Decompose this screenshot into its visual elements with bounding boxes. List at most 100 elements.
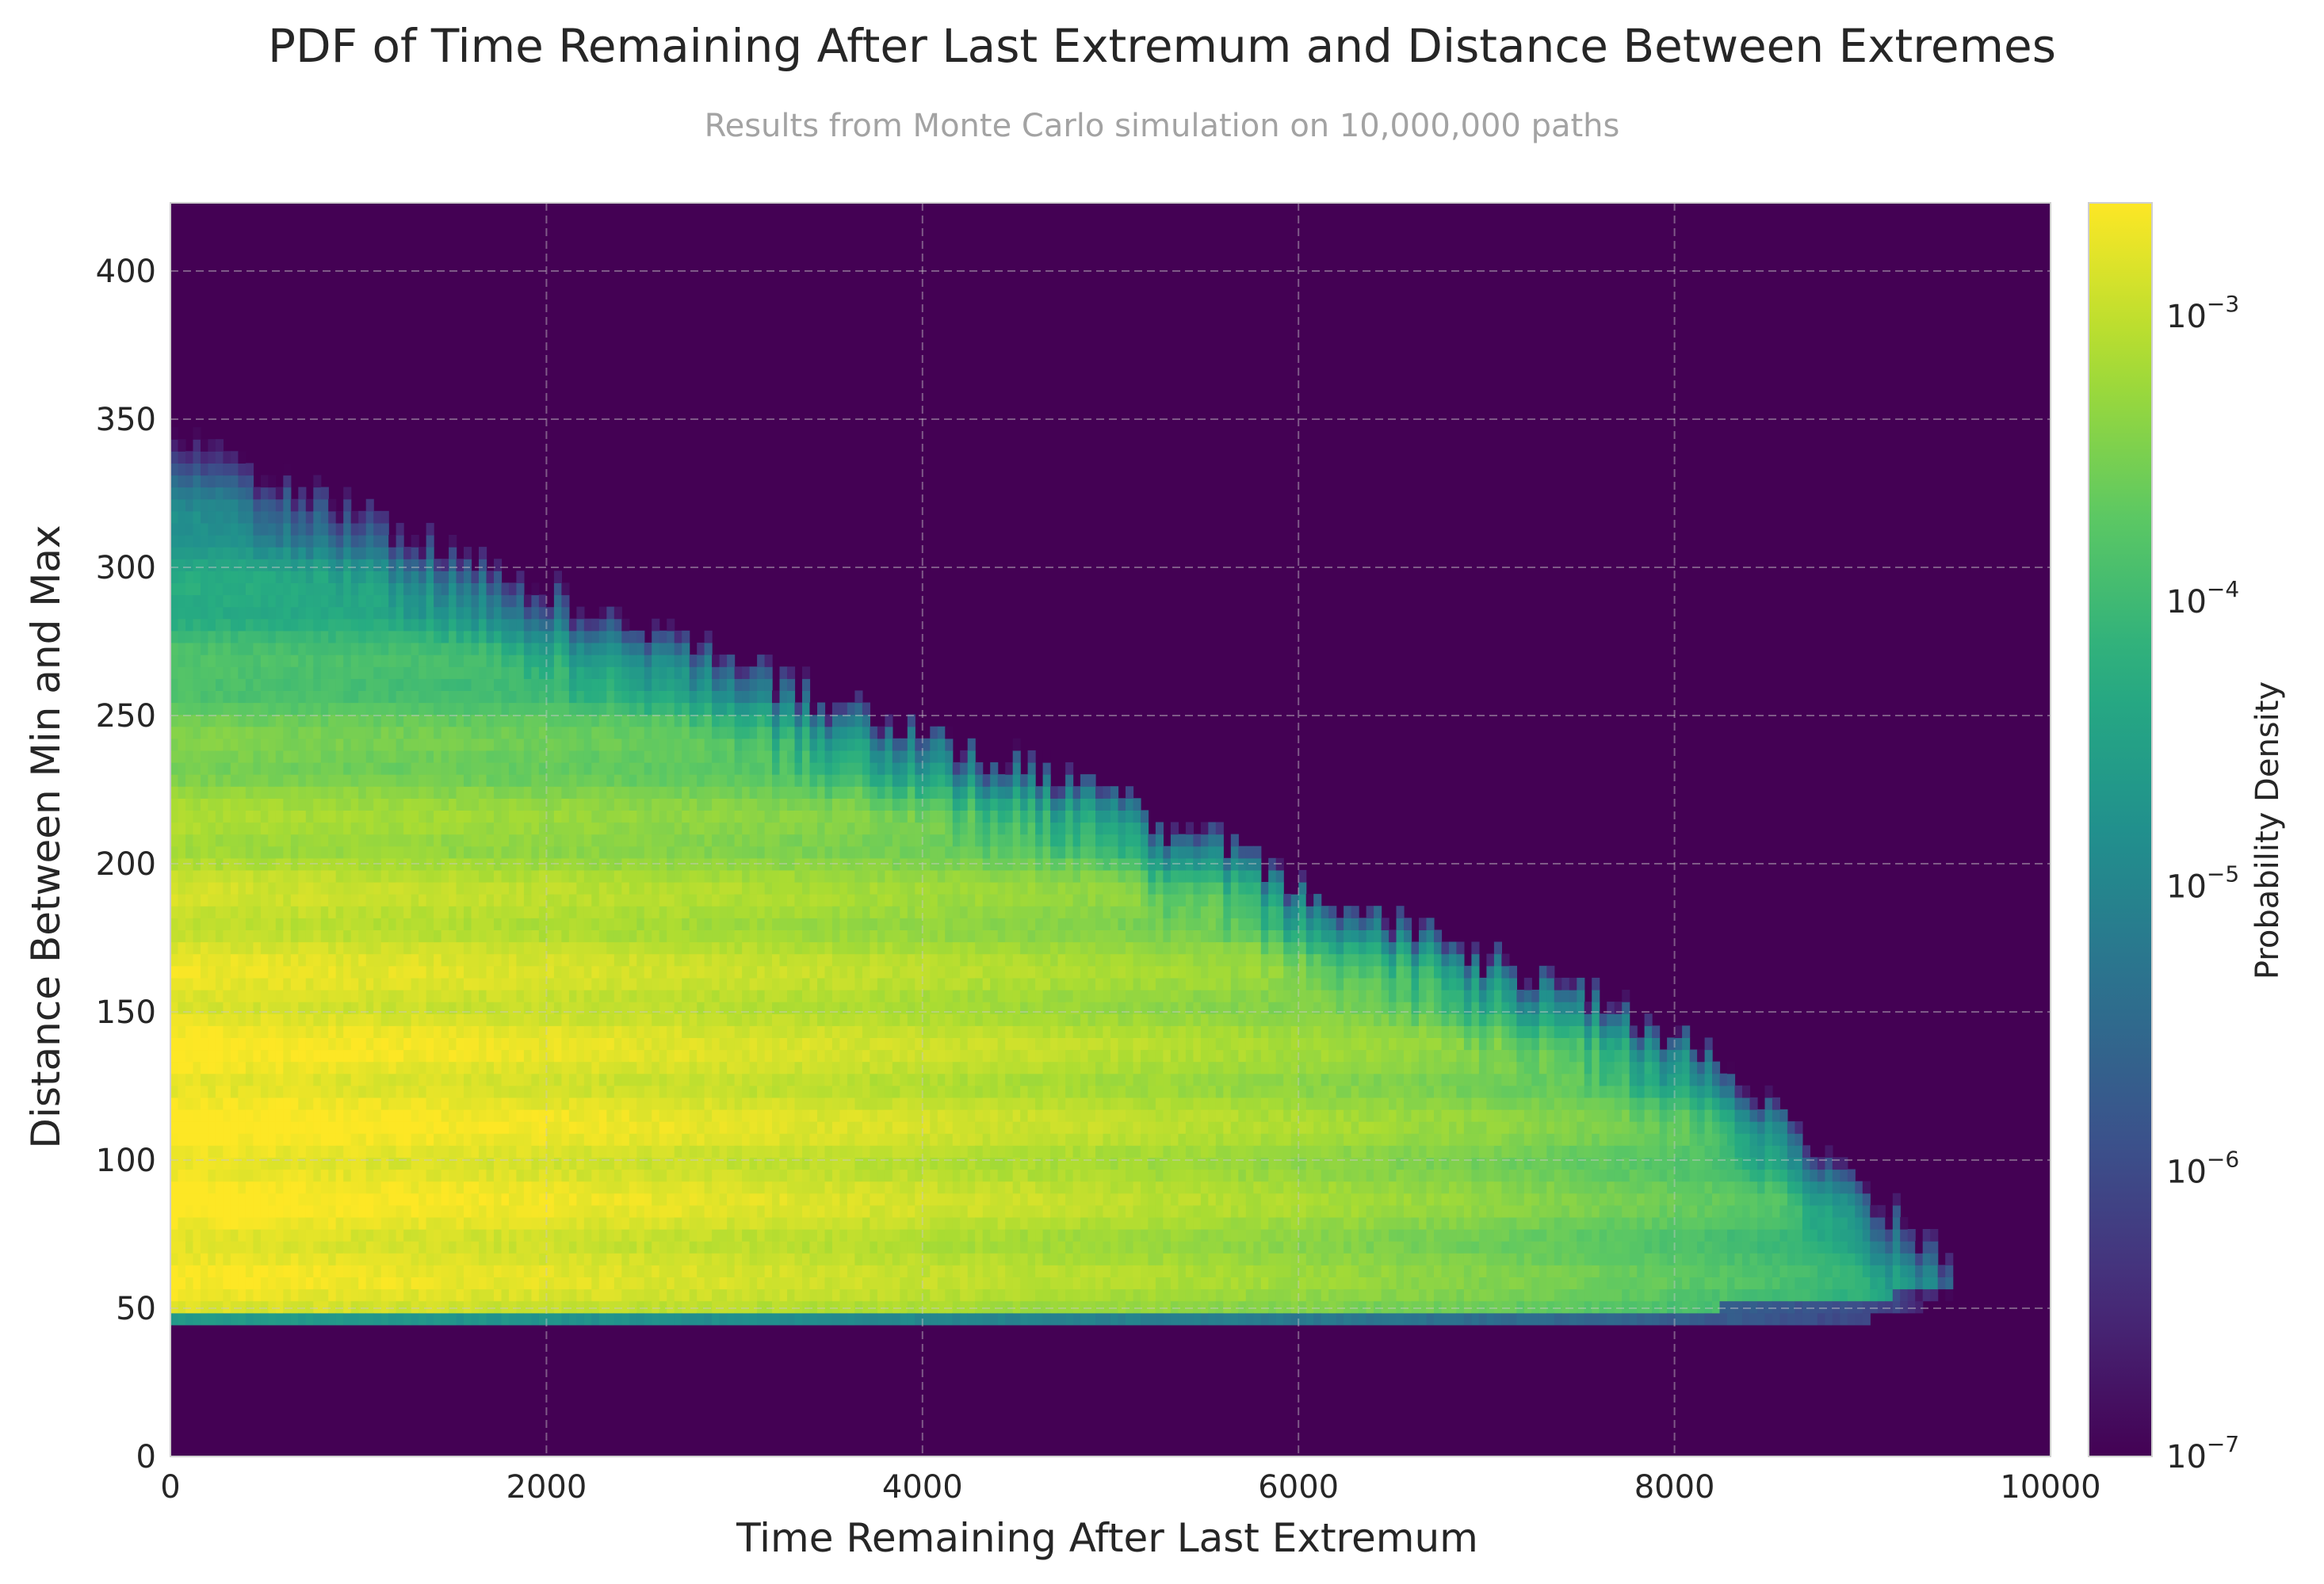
- heatmap-cell: [486, 882, 495, 895]
- heatmap-cell: [583, 1216, 592, 1230]
- heatmap-cell: [245, 990, 254, 1002]
- heatmap-cell: [403, 1157, 412, 1170]
- heatmap-cell: [245, 1288, 254, 1302]
- heatmap-cell: [358, 1109, 367, 1122]
- heatmap-cell: [170, 559, 179, 571]
- heatmap-cell: [419, 582, 427, 596]
- heatmap-cell: [659, 714, 667, 727]
- heatmap-cell: [636, 655, 645, 667]
- heatmap-cell: [689, 953, 698, 967]
- heatmap-cell: [523, 774, 532, 787]
- heatmap-cell: [449, 655, 457, 667]
- heatmap-cell: [621, 918, 630, 930]
- heatmap-cell: [320, 1085, 329, 1098]
- heatmap-cell: [358, 953, 367, 967]
- heatmap-cell: [275, 822, 284, 835]
- heatmap-cell: [305, 834, 314, 847]
- heatmap-cell: [441, 762, 449, 775]
- heatmap-cell: [449, 906, 457, 918]
- heatmap-cell: [403, 571, 412, 583]
- heatmap-cell: [170, 1277, 179, 1290]
- heatmap-cell: [215, 1133, 224, 1146]
- heatmap-cell: [335, 965, 344, 979]
- heatmap-cell: [734, 977, 743, 990]
- heatmap-cell: [388, 1157, 397, 1170]
- heatmap-cell: [358, 1265, 367, 1277]
- heatmap-cell: [697, 1145, 705, 1158]
- heatmap-cell: [350, 1049, 359, 1063]
- heatmap-cell: [268, 1193, 277, 1206]
- heatmap-cell: [411, 678, 419, 691]
- heatmap-cell: [245, 1097, 254, 1110]
- heatmap-cell: [606, 1300, 615, 1314]
- heatmap-cell: [509, 678, 518, 691]
- heatmap-cell: [403, 857, 412, 871]
- heatmap-cell: [388, 1265, 397, 1277]
- heatmap-cell: [215, 738, 224, 751]
- heatmap-cell: [380, 822, 389, 835]
- heatmap-cell: [215, 463, 224, 476]
- heatmap-cell: [689, 1181, 698, 1194]
- heatmap-cell: [313, 822, 322, 835]
- heatmap-cell: [486, 666, 495, 679]
- heatmap-cell: [479, 869, 487, 883]
- heatmap-cell: [606, 834, 615, 847]
- heatmap-cell: [509, 1013, 518, 1026]
- heatmap-cell: [170, 643, 179, 655]
- heatmap-cell: [606, 690, 615, 704]
- heatmap-cell: [441, 1073, 449, 1086]
- heatmap-cell: [365, 1241, 374, 1254]
- heatmap-cell: [621, 666, 630, 679]
- heatmap-cell: [245, 882, 254, 895]
- heatmap-cell: [208, 1216, 216, 1230]
- heatmap-cell: [697, 1085, 705, 1098]
- heatmap-cell: [275, 1049, 284, 1063]
- heatmap-cell: [636, 643, 645, 655]
- heatmap-cell: [568, 929, 577, 943]
- heatmap-cell: [734, 822, 743, 835]
- heatmap-cell: [335, 750, 344, 763]
- heatmap-cell: [546, 762, 555, 775]
- heatmap-cell: [208, 798, 216, 811]
- heatmap-cell: [230, 1193, 239, 1206]
- heatmap-cell: [343, 798, 352, 811]
- heatmap-cell: [471, 774, 480, 787]
- heatmap-cell: [727, 1288, 736, 1302]
- heatmap-cell: [464, 1265, 472, 1277]
- heatmap-cell: [215, 1229, 224, 1242]
- heatmap-cell: [275, 990, 284, 1002]
- heatmap-cell: [328, 678, 337, 691]
- heatmap-cell: [712, 929, 721, 943]
- heatmap-cell: [689, 810, 698, 823]
- heatmap-cell: [388, 1204, 397, 1218]
- heatmap-cell: [667, 822, 675, 835]
- heatmap-cell: [178, 738, 186, 751]
- heatmap-cell: [245, 1085, 254, 1098]
- heatmap-cell: [464, 1277, 472, 1290]
- heatmap-cell: [441, 582, 449, 596]
- heatmap-cell: [193, 1013, 201, 1026]
- heatmap-cell: [283, 1037, 292, 1051]
- heatmap-cell: [260, 571, 269, 583]
- heatmap-cell: [335, 678, 344, 691]
- heatmap-cell: [313, 1085, 322, 1098]
- heatmap-cell: [238, 965, 247, 979]
- heatmap-cell: [652, 1049, 660, 1063]
- heatmap-cell: [606, 1181, 615, 1194]
- heatmap-cell: [215, 522, 224, 536]
- heatmap-cell: [749, 1229, 758, 1242]
- heatmap-cell: [245, 618, 254, 632]
- heatmap-cell: [275, 547, 284, 559]
- heatmap-cell: [178, 439, 186, 452]
- heatmap-cell: [313, 894, 322, 907]
- heatmap-cell: [185, 606, 194, 620]
- heatmap-cell: [553, 1216, 562, 1230]
- heatmap-cell: [464, 1002, 472, 1014]
- heatmap-cell: [313, 1181, 322, 1194]
- heatmap-cell: [283, 1312, 292, 1326]
- heatmap-cell: [313, 1300, 322, 1314]
- heatmap-cell: [170, 427, 179, 440]
- heatmap-cell: [230, 1145, 239, 1158]
- heatmap-cell: [411, 655, 419, 667]
- heatmap-cell: [591, 1229, 600, 1242]
